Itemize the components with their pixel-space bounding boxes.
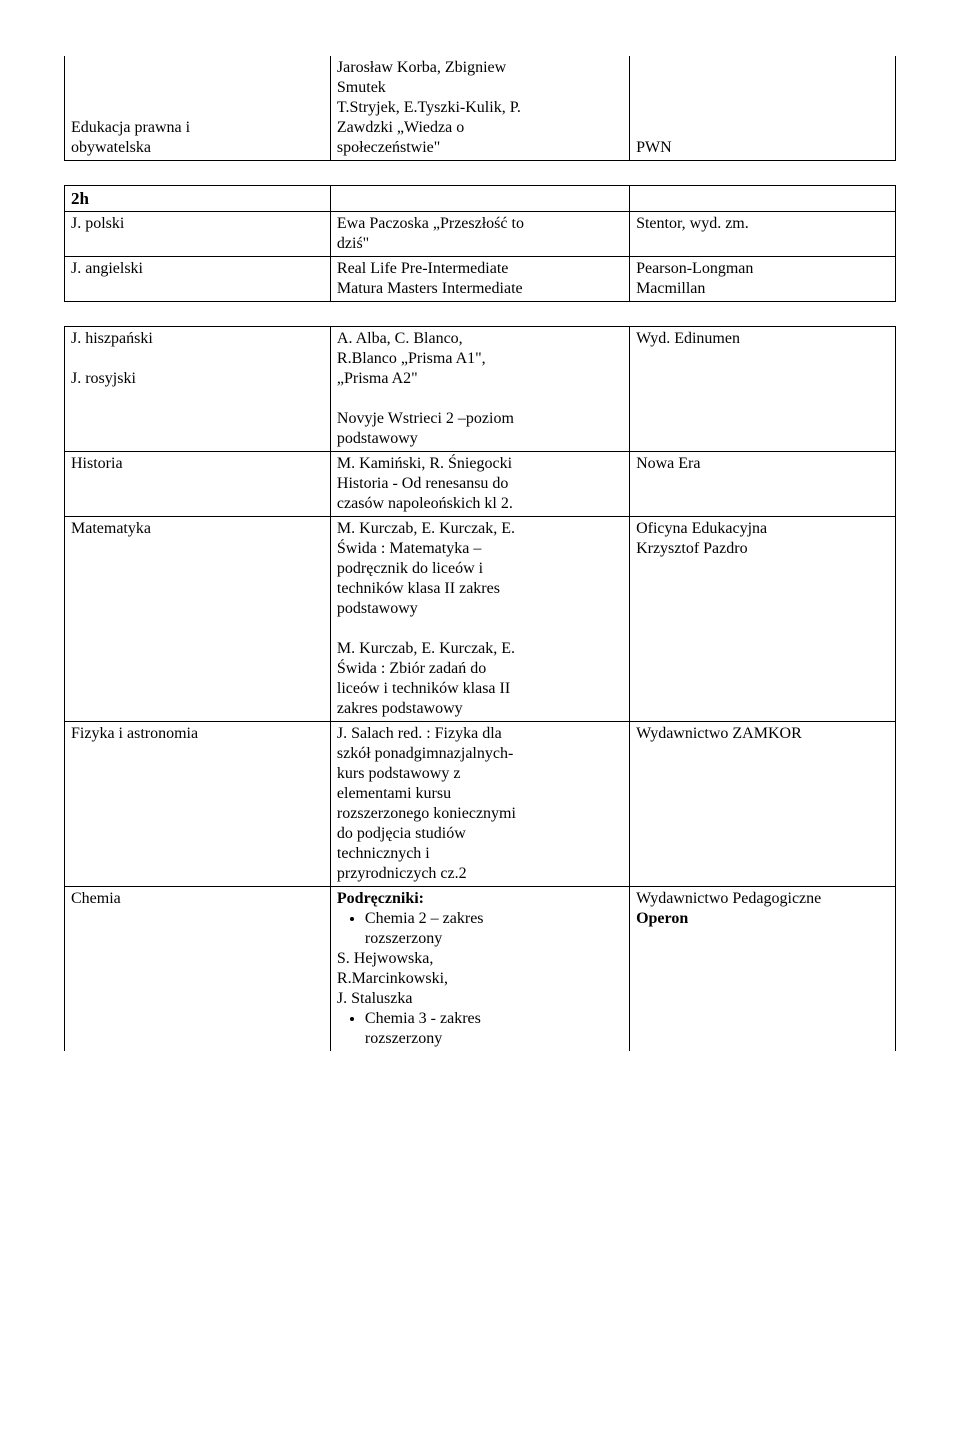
table-top: Edukacja prawna i obywatelska Jarosław K… <box>64 56 896 161</box>
publisher-text: Stentor, wyd. zm. <box>636 215 749 232</box>
publisher-cell: Wydawnictwo Pedagogiczne Operon <box>630 887 896 1052</box>
subject-cell: J. hiszpański J. rosyjski <box>65 327 331 452</box>
publisher-text: Pearson-Longman Macmillan <box>636 260 753 297</box>
publisher-cell: Wydawnictwo ZAMKOR <box>630 722 896 887</box>
table-main: J. hiszpański J. rosyjski A. Alba, C. Bl… <box>64 326 896 1051</box>
book-heading: Podręczniki: <box>337 890 424 907</box>
table-row: J. hiszpański J. rosyjski A. Alba, C. Bl… <box>65 327 896 452</box>
book-text: M. Kamiński, R. Śniegocki Historia - Od … <box>337 455 513 512</box>
book-text: J. Salach red. : Fizyka dla szkół ponadg… <box>337 725 516 882</box>
book-text: Jarosław Korba, Zbigniew Smutek T.Stryje… <box>337 59 521 156</box>
bullet-text: Chemia 3 - zakres rozszerzony <box>365 1010 481 1047</box>
subject-cell: Matematyka <box>65 517 331 722</box>
book-text-part2: M. Kurczab, E. Kurczak, E. Świda : Zbiór… <box>337 639 623 719</box>
book-text: A. Alba, C. Blanco, R.Blanco „Prisma A1"… <box>337 330 514 447</box>
subject-cell: Chemia <box>65 887 331 1052</box>
publisher-cell: Nowa Era <box>630 452 896 517</box>
subject-cell: J. angielski <box>65 257 331 302</box>
book-cell: A. Alba, C. Blanco, R.Blanco „Prisma A1"… <box>330 327 629 452</box>
publisher-text: Nowa Era <box>636 455 700 472</box>
book-cell: Ewa Paczoska „Przeszłość to dziś" <box>330 212 629 257</box>
subject-cell: Historia <box>65 452 331 517</box>
book-cell: J. Salach red. : Fizyka dla szkół ponadg… <box>330 722 629 887</box>
empty-cell <box>330 186 629 212</box>
subject-text: Fizyka i astronomia <box>71 725 198 742</box>
publisher-line1: Wydawnictwo Pedagogiczne <box>636 889 889 909</box>
book-cell: M. Kamiński, R. Śniegocki Historia - Od … <box>330 452 629 517</box>
table-row: Fizyka i astronomia J. Salach red. : Fiz… <box>65 722 896 887</box>
table-row: J. polski Ewa Paczoska „Przeszłość to dz… <box>65 212 896 257</box>
book-cell: Real Life Pre-Intermediate Matura Master… <box>330 257 629 302</box>
table-row: Edukacja prawna i obywatelska Jarosław K… <box>65 56 896 161</box>
subject-text: Edukacja prawna i obywatelska <box>71 119 190 156</box>
section-heading-cell: 2h <box>65 186 331 212</box>
book-text: Ewa Paczoska „Przeszłość to dziś" <box>337 215 524 252</box>
bullet-list: Chemia 2 – zakres rozszerzony <box>347 909 623 949</box>
subject-text: J. angielski <box>71 260 143 277</box>
book-cell: Podręczniki: Chemia 2 – zakres rozszerzo… <box>330 887 629 1052</box>
table-row: Historia M. Kamiński, R. Śniegocki Histo… <box>65 452 896 517</box>
book-cell: M. Kurczab, E. Kurczak, E. Świda : Matem… <box>330 517 629 722</box>
subject-text: Chemia <box>71 890 121 907</box>
empty-cell <box>630 186 896 212</box>
publisher-text: Wydawnictwo ZAMKOR <box>636 725 802 742</box>
list-item: Chemia 3 - zakres rozszerzony <box>365 1009 623 1049</box>
book-text: Real Life Pre-Intermediate Matura Master… <box>337 260 523 297</box>
subject-text: Matematyka <box>71 520 151 537</box>
publisher-cell: Wyd. Edinumen <box>630 327 896 452</box>
subject-cell: J. polski <box>65 212 331 257</box>
table-section-2h: 2h J. polski Ewa Paczoska „Przeszłość to… <box>64 185 896 302</box>
subject-text: J. hiszpański J. rosyjski <box>71 330 153 387</box>
table-row: J. angielski Real Life Pre-Intermediate … <box>65 257 896 302</box>
publisher-text: Wyd. Edinumen <box>636 330 740 347</box>
subject-cell: Edukacja prawna i obywatelska <box>65 56 331 161</box>
book-text-part1: M. Kurczab, E. Kurczak, E. Świda : Matem… <box>337 519 623 619</box>
table-row: Matematyka M. Kurczab, E. Kurczak, E. Św… <box>65 517 896 722</box>
publisher-cell: PWN <box>630 56 896 161</box>
authors-text: S. Hejwowska, R.Marcinkowski, J. Stalusz… <box>337 949 623 1009</box>
bullet-list: Chemia 3 - zakres rozszerzony <box>347 1009 623 1049</box>
publisher-cell: Oficyna Edukacyjna Krzysztof Pazdro <box>630 517 896 722</box>
subject-text: J. polski <box>71 215 124 232</box>
publisher-text: Oficyna Edukacyjna Krzysztof Pazdro <box>636 520 767 557</box>
bullet-text: Chemia 2 – zakres rozszerzony <box>365 910 484 947</box>
publisher-cell: Pearson-Longman Macmillan <box>630 257 896 302</box>
list-item: Chemia 2 – zakres rozszerzony <box>365 909 623 949</box>
publisher-text: PWN <box>636 139 672 156</box>
publisher-line2: Operon <box>636 909 889 929</box>
publisher-cell: Stentor, wyd. zm. <box>630 212 896 257</box>
section-heading: 2h <box>71 189 89 208</box>
subject-cell: Fizyka i astronomia <box>65 722 331 887</box>
table-row: Chemia Podręczniki: Chemia 2 – zakres ro… <box>65 887 896 1052</box>
book-cell: Jarosław Korba, Zbigniew Smutek T.Stryje… <box>330 56 629 161</box>
subject-text: Historia <box>71 455 123 472</box>
table-row: 2h <box>65 186 896 212</box>
